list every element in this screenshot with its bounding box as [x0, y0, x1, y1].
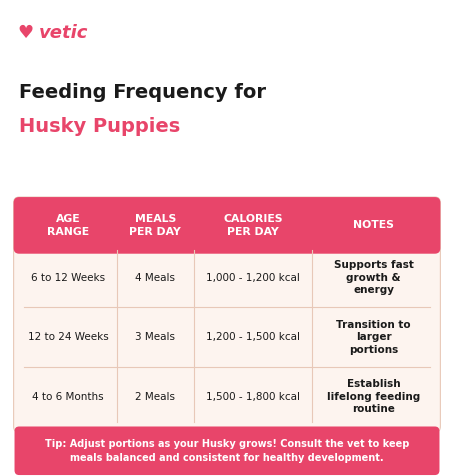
- Text: 4 to 6 Months: 4 to 6 Months: [32, 392, 104, 402]
- Text: ♥: ♥: [17, 24, 33, 42]
- Text: 4 Meals: 4 Meals: [135, 273, 175, 283]
- FancyBboxPatch shape: [14, 197, 440, 432]
- Text: 12 to 24 Weeks: 12 to 24 Weeks: [28, 332, 109, 342]
- Text: 3 Meals: 3 Meals: [135, 332, 175, 342]
- Text: 1,500 - 1,800 kcal: 1,500 - 1,800 kcal: [206, 392, 300, 402]
- Text: MEALS
PER DAY: MEALS PER DAY: [129, 214, 181, 237]
- Bar: [19, 239, 435, 248]
- Text: NOTES: NOTES: [353, 220, 394, 230]
- Text: Husky Puppies: Husky Puppies: [19, 117, 180, 136]
- Text: 6 to 12 Weeks: 6 to 12 Weeks: [31, 273, 105, 283]
- Text: Supports fast
growth &
energy: Supports fast growth & energy: [334, 260, 414, 295]
- Text: Transition to
larger
portions: Transition to larger portions: [336, 320, 411, 355]
- Text: 2 Meals: 2 Meals: [135, 392, 175, 402]
- FancyBboxPatch shape: [14, 197, 440, 254]
- Text: vetic: vetic: [39, 24, 88, 42]
- Text: CALORIES
PER DAY: CALORIES PER DAY: [223, 214, 283, 237]
- Text: 1,000 - 1,200 kcal: 1,000 - 1,200 kcal: [206, 273, 300, 283]
- FancyBboxPatch shape: [15, 426, 439, 475]
- Text: Feeding Frequency for: Feeding Frequency for: [19, 83, 266, 102]
- Text: AGE
RANGE: AGE RANGE: [47, 214, 89, 237]
- Text: 1,200 - 1,500 kcal: 1,200 - 1,500 kcal: [206, 332, 300, 342]
- Text: Establish
lifelong feeding
routine: Establish lifelong feeding routine: [327, 379, 420, 414]
- Text: Tip: Adjust portions as your Husky grows! Consult the vet to keep
meals balanced: Tip: Adjust portions as your Husky grows…: [45, 439, 409, 463]
